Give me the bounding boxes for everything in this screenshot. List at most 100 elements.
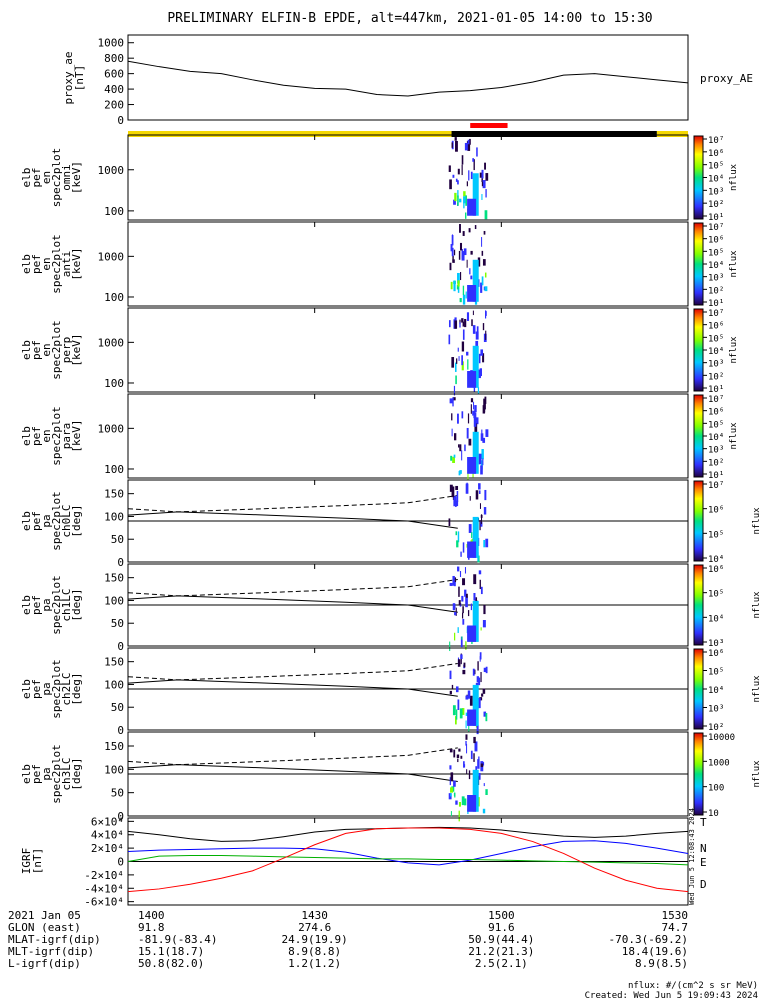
spectrogram-band <box>472 173 479 216</box>
y-axis-label: pef <box>30 426 43 446</box>
spectrogram-cell <box>455 607 457 616</box>
spectrogram-cell <box>457 272 460 284</box>
y-axis-label: elb <box>20 340 33 360</box>
spectrogram-cell <box>448 165 451 172</box>
y-tick-label: 2×10⁴ <box>91 842 124 855</box>
y-axis-label: [deg] <box>70 672 83 705</box>
cbar-tick-label: 10⁷ <box>708 309 724 319</box>
spectrogram-band <box>467 371 477 388</box>
spectrogram-cell <box>462 669 466 675</box>
spectrogram-cell <box>453 199 456 205</box>
cbar-tick-label: 10¹ <box>708 385 724 395</box>
spectrogram-cell <box>472 158 475 162</box>
cbar-tick-label: 10³ <box>708 705 724 715</box>
spectrogram-cell <box>473 736 476 744</box>
en_omni-frame <box>127 134 689 221</box>
spectrogram-cell <box>473 753 475 762</box>
spectrogram-cell <box>480 349 484 356</box>
cbar-tick-label: 10000 <box>708 733 735 743</box>
plot-title: PRELIMINARY ELFIN-B EPDE, alt=447km, 202… <box>167 11 652 26</box>
spectrogram-cell <box>472 325 476 334</box>
y-axis-label: proxy_ae <box>62 52 75 105</box>
spectrogram-cell <box>457 280 460 287</box>
spectrogram-cell <box>471 319 473 327</box>
y-axis-label: IGRF <box>20 848 33 875</box>
spectrogram-cell <box>483 711 487 717</box>
y-tick-label: 0 <box>117 640 124 653</box>
spectrogram-band <box>467 625 477 642</box>
spectrogram-cell <box>450 281 453 290</box>
spectrogram-cell <box>463 191 466 197</box>
y-tick-label: 100 <box>104 205 124 218</box>
spectrogram-cell <box>475 597 478 603</box>
spectrogram-cell <box>452 174 455 178</box>
spectrogram-cell <box>464 589 467 597</box>
spectrogram-cell <box>457 347 459 352</box>
spectrogram-cell <box>481 276 484 286</box>
cbar-tick-label: 10⁵ <box>708 334 724 344</box>
igrf-legend-T: T <box>700 816 707 829</box>
spectrogram-cell <box>461 636 463 640</box>
spectrogram-cell <box>452 397 454 407</box>
y-tick-label: 1000 <box>98 164 125 177</box>
anti-loss-cone-line <box>127 747 458 766</box>
footer-row-label: MLT-igrf(dip) <box>8 945 94 958</box>
spectrogram-cell <box>471 532 473 538</box>
spectrogram-cell <box>467 690 471 699</box>
spectrogram-cell <box>455 140 458 152</box>
spectrogram-cell <box>458 748 461 752</box>
spectrogram-cell <box>458 470 461 476</box>
spectrogram-cell <box>457 659 461 667</box>
proxy-ae-line <box>127 60 689 97</box>
spectrogram-cell <box>469 138 471 145</box>
orbit-segment <box>470 123 508 128</box>
spectrogram-cell <box>462 618 465 625</box>
cbar-tick-label: 10 <box>708 809 719 819</box>
colorbar <box>693 135 704 220</box>
y-tick-label: 600 <box>104 68 124 81</box>
cbar-tick-label: 10⁷ <box>708 223 724 233</box>
igrf-series-T <box>127 826 689 842</box>
cbar-tick-label: 10² <box>708 458 724 468</box>
spectrogram-band <box>472 431 479 474</box>
cbar-label: nflux <box>729 422 739 450</box>
y-tick-label: 1000 <box>98 422 125 435</box>
spectrogram-cell <box>474 741 478 752</box>
spectrogram-cell <box>448 793 452 800</box>
y-tick-label: 100 <box>104 594 124 607</box>
spectrogram-cell <box>485 311 487 316</box>
created-stamp: Created: Wed Jun 5 19:09:43 2024 <box>585 991 758 1000</box>
spectrogram-band <box>467 795 477 812</box>
footer-value: 21.2(21.3) <box>468 945 534 958</box>
spectrogram-band <box>467 541 477 558</box>
loss-cone-line <box>127 595 458 613</box>
spectrogram-cell <box>459 444 462 452</box>
cbar-tick-label: 10⁵ <box>708 530 724 540</box>
proxy-ae-legend: proxy_AE <box>700 72 753 85</box>
spectrogram-cell <box>459 224 461 233</box>
y-axis-label: [deg] <box>70 757 83 790</box>
spectrogram-band <box>472 516 479 558</box>
spectrogram-cell <box>476 326 479 335</box>
spectrogram-cell <box>474 423 478 433</box>
spectrogram-cell <box>456 754 460 759</box>
spectrogram-cell <box>485 330 487 340</box>
spectrogram-cell <box>477 279 480 287</box>
spectrogram-cell <box>461 164 463 176</box>
spectrogram-cell <box>455 375 457 385</box>
cbar-tick-label: 10⁵ <box>708 668 724 678</box>
spectrogram-cell <box>457 168 460 175</box>
footer-value: 18.4(19.6) <box>622 945 688 958</box>
spectrogram-cell <box>478 353 481 364</box>
spectrogram-cell <box>460 636 463 648</box>
en_para-frame <box>127 393 689 479</box>
spectrogram-cell <box>481 169 484 179</box>
y-axis-label: spec2plot <box>50 234 63 294</box>
y-axis-label: [deg] <box>70 504 83 537</box>
spectrogram-cell <box>478 697 481 709</box>
spectrogram-cell <box>450 787 454 793</box>
spectrogram-cell <box>482 688 486 694</box>
spectrogram-cell <box>456 284 460 290</box>
y-tick-label: -6×10⁴ <box>84 896 124 909</box>
spectrogram-cell <box>450 772 454 782</box>
